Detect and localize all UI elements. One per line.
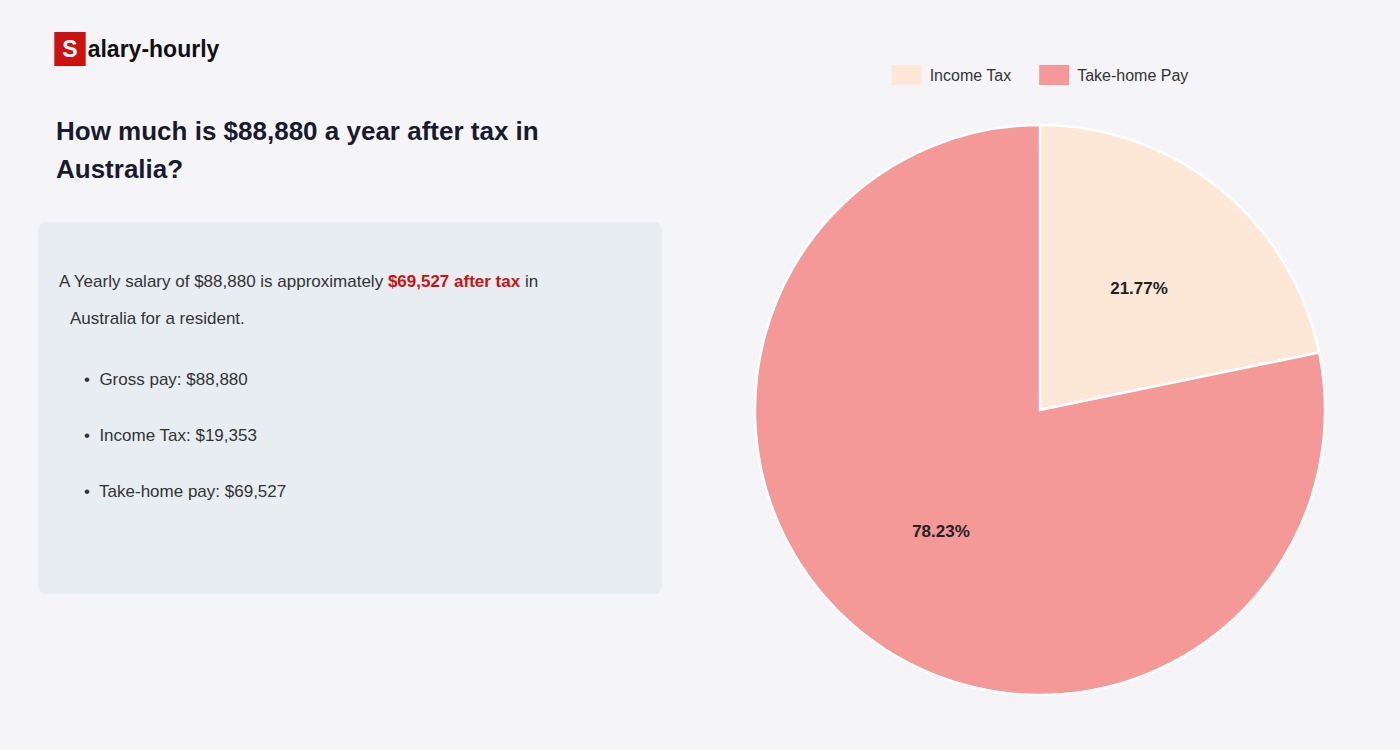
bullet-item: • Income Tax: $19,353 <box>84 426 257 445</box>
summary-text: A Yearly salary of $88,880 is approximat… <box>59 272 388 291</box>
legend-swatch <box>1039 65 1069 85</box>
legend-swatch <box>892 65 922 85</box>
legend: Income Tax Take-home Pay <box>892 65 1189 85</box>
legend-item: Income Tax <box>892 65 1012 85</box>
data-label: 21.77% <box>1110 279 1168 298</box>
bullet-item: • Take-home pay: $69,527 <box>84 482 286 501</box>
data-labels: 21.77% 78.23% <box>912 279 1168 541</box>
summary-text: $69,527 after tax <box>388 272 521 291</box>
bullet-item: • Gross pay: $88,880 <box>84 370 248 389</box>
background <box>0 0 1400 750</box>
summary-text: in <box>520 272 538 291</box>
info-box <box>38 222 662 594</box>
pie <box>755 125 1325 695</box>
summary-text: Australia for a resident. <box>70 309 245 328</box>
legend-label: Take-home Pay <box>1077 67 1188 84</box>
pie-slice <box>755 125 1325 695</box>
logo: Salary-hourly <box>54 32 219 66</box>
chart: Salary-hourly How much is $88,880 a year … <box>0 0 1400 750</box>
legend-label: Income Tax <box>930 67 1012 84</box>
logo-box <box>54 32 85 66</box>
title: How much is $88,880 a year after tax inA… <box>56 116 539 184</box>
legend-item: Take-home Pay <box>1039 65 1188 85</box>
logo-letter: S <box>62 36 77 62</box>
logo-word: alary-hourly <box>88 36 220 62</box>
data-label: 78.23% <box>912 522 970 541</box>
